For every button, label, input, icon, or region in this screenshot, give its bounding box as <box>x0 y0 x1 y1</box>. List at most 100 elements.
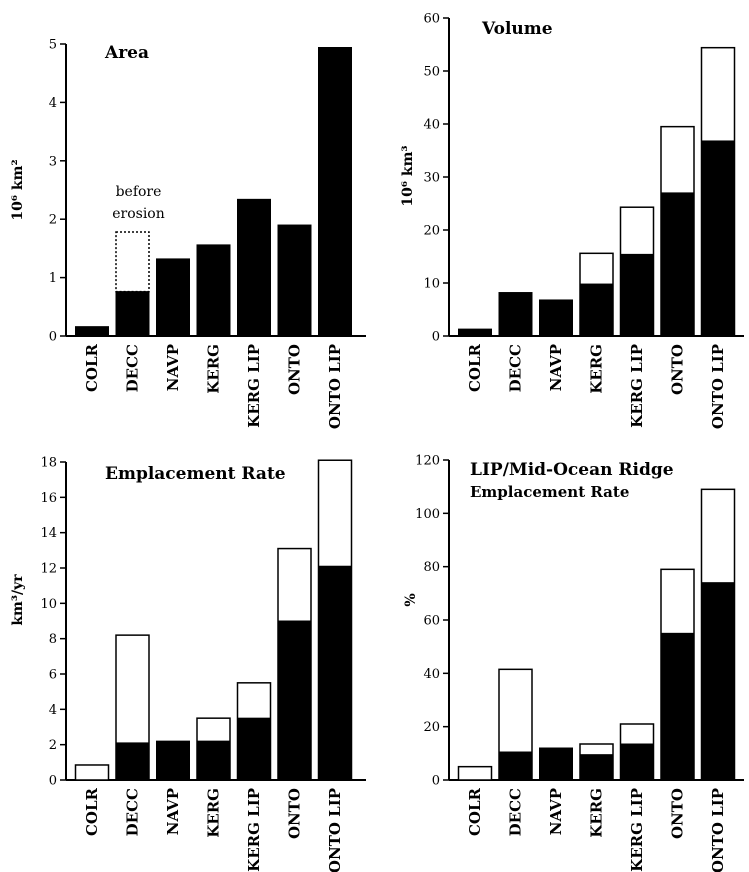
bar-onto-lip <box>701 582 735 781</box>
bar-decc <box>498 292 533 337</box>
y-tick-label: 0 <box>49 330 57 345</box>
y-tick-label: 100 <box>415 507 440 522</box>
y-tick-label: 3 <box>49 154 57 169</box>
x-tick-label: DECC <box>124 344 142 392</box>
x-tick-label: KERG LIP <box>245 344 263 428</box>
x-tick-label: NAVP <box>164 788 182 835</box>
bar-upper-colr <box>74 764 110 781</box>
bar-kerg-lip <box>237 198 271 337</box>
y-tick-label: 40 <box>423 667 440 682</box>
bar-kerg-lip <box>620 743 654 781</box>
bar-kerg-lip <box>237 717 271 781</box>
y-tick-label: 60 <box>423 614 440 629</box>
bar-onto-lip <box>701 140 735 337</box>
x-tick-label: KERG <box>588 788 606 838</box>
bar-onto <box>660 632 695 781</box>
y-tick-label: 4 <box>49 96 57 111</box>
bar-colr <box>75 326 109 337</box>
x-tick-label: KERG LIP <box>628 344 646 428</box>
y-tick-label: 0 <box>432 330 440 345</box>
bar-onto <box>277 620 312 781</box>
bar-kerg <box>196 244 231 337</box>
bar-navp <box>156 258 190 337</box>
before-erosion-box <box>115 231 150 293</box>
x-tick-label: ONTO LIP <box>709 344 727 429</box>
y-tick-label: 12 <box>40 562 57 577</box>
y-tick-label: 6 <box>49 668 57 683</box>
bar-upper-colr <box>457 765 493 781</box>
x-tick-label: DECC <box>507 344 525 392</box>
chart-title: LIP/Mid-Ocean Ridge <box>470 460 674 480</box>
y-tick-label: 8 <box>49 632 57 647</box>
x-tick-label: NAVP <box>547 788 565 835</box>
y-tick-label: 20 <box>423 224 440 239</box>
y-axis-label: 10⁶ km² <box>10 159 26 220</box>
y-tick-label: 0 <box>432 774 440 789</box>
chart-panel-2: 0 10 20 30 40 50 60 COLR DECC NAVP KERG KERG LIP ONT… <box>400 12 744 429</box>
x-tick-label: COLR <box>466 343 484 392</box>
bar-kerg-lip <box>620 253 654 337</box>
y-axis-label: % <box>403 593 419 606</box>
chart-panel-3: 0 2 4 6 8 10 12 14 16 18 COLR DECC NAVP KERG KERG LIP O… <box>10 456 366 872</box>
y-tick-label: 80 <box>423 560 440 575</box>
bar-navp <box>539 747 573 781</box>
y-tick-label: 16 <box>40 491 57 506</box>
y-axis-label: 10⁶ km³ <box>400 145 416 206</box>
x-tick-label: NAVP <box>164 344 182 391</box>
x-tick-label: ONTO LIP <box>326 344 344 429</box>
x-tick-label: COLR <box>83 787 101 836</box>
y-tick-label: 2 <box>49 213 57 228</box>
chart-subtitle: Emplacement Rate <box>470 483 629 501</box>
y-tick-label: 60 <box>423 12 440 27</box>
bar-onto <box>660 192 695 337</box>
x-tick-label: COLR <box>83 343 101 392</box>
annotation-text: erosion <box>112 206 165 222</box>
y-tick-label: 10 <box>423 277 440 292</box>
y-tick-label: 30 <box>423 171 440 186</box>
y-tick-label: 10 <box>40 597 57 612</box>
bar-onto-lip <box>318 47 352 337</box>
x-tick-label: NAVP <box>547 344 565 391</box>
x-tick-label: KERG <box>205 788 223 838</box>
x-tick-label: ONTO LIP <box>709 788 727 872</box>
y-tick-label: 2 <box>49 738 57 753</box>
y-axis-label: km³/yr <box>10 574 26 626</box>
y-tick-label: 20 <box>423 720 440 735</box>
y-tick-label: 14 <box>40 526 57 541</box>
bar-decc <box>498 751 533 781</box>
x-tick-label: KERG LIP <box>245 788 263 872</box>
y-tick-label: 4 <box>49 703 57 718</box>
x-tick-label: KERG LIP <box>628 788 646 872</box>
x-tick-label: ONTO <box>669 788 687 839</box>
bar-navp <box>539 299 573 337</box>
bar-onto <box>277 224 312 337</box>
chart-title: Volume <box>481 19 553 39</box>
bar-kerg <box>579 283 614 337</box>
bar-colr <box>458 328 492 337</box>
x-tick-label: ONTO LIP <box>326 788 344 872</box>
chart-title: Emplacement Rate <box>105 464 286 484</box>
x-tick-label: ONTO <box>286 344 304 395</box>
y-tick-label: 40 <box>423 118 440 133</box>
bar-onto-lip <box>318 565 352 781</box>
y-tick-label: 1 <box>49 271 57 286</box>
bar-decc <box>115 742 150 781</box>
x-tick-label: DECC <box>507 788 525 836</box>
chart-panel-1: 0 1 2 3 4 5 COLR DECC NAVP KERG KERG LIP ONTO ONTO L… <box>10 38 366 429</box>
x-tick-label: KERG <box>588 344 606 394</box>
y-tick-label: 0 <box>49 774 57 789</box>
x-tick-label: COLR <box>466 787 484 836</box>
chart-panel-4: 0 20 40 60 80 100 120 COLR DECC NAVP KERG KERG LIP O… <box>403 454 744 872</box>
bar-decc <box>115 291 150 337</box>
annotation-text: before <box>116 184 162 200</box>
bar-kerg <box>579 754 614 781</box>
chart-title: Area <box>104 43 149 63</box>
bar-kerg <box>196 740 231 781</box>
bar-navp <box>156 740 190 781</box>
x-tick-label: ONTO <box>669 344 687 395</box>
y-tick-label: 5 <box>49 38 57 53</box>
x-tick-label: DECC <box>124 788 142 836</box>
y-tick-label: 120 <box>415 454 440 469</box>
y-tick-label: 50 <box>423 65 440 80</box>
